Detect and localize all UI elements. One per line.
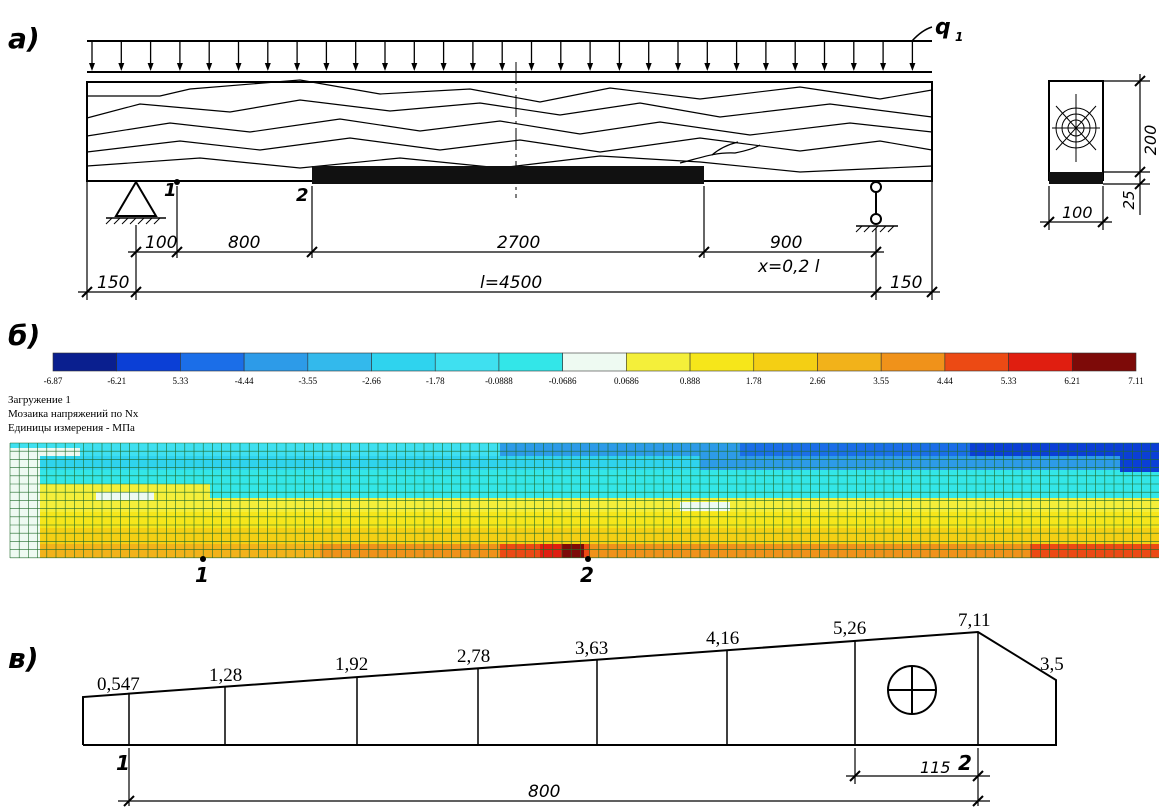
epure-point-2: 2 — [958, 751, 972, 775]
panel-c-letter: в) — [8, 642, 39, 675]
legend-swatch — [52, 352, 118, 372]
legend-tick-label: -6.87 — [44, 376, 63, 386]
stress-526: 5,26 — [833, 618, 866, 639]
legend-swatch — [1071, 352, 1137, 372]
legend-swatch — [562, 352, 627, 372]
dim-2700: 2700 — [497, 233, 540, 253]
legend-tick-label: 5.33 — [1001, 376, 1017, 386]
dim-span: l=4500 — [480, 273, 542, 293]
load-subscript: 1 — [955, 30, 963, 44]
point-1-label: 1 — [164, 180, 177, 201]
legend-swatch — [307, 352, 372, 372]
point-2-label: 2 — [296, 185, 309, 206]
mosaic-point-1: 1 — [195, 563, 209, 587]
legend-swatch — [180, 352, 245, 372]
epure-point-1: 1 — [116, 751, 130, 775]
legend-tick-label: -1.78 — [426, 376, 445, 386]
info-line-1: Загружение 1 — [8, 394, 71, 406]
reinforcement-strip — [312, 166, 704, 184]
legend-tick-label: -3.55 — [298, 376, 317, 386]
legend-tick-label: -0.0888 — [485, 376, 513, 386]
dim-150-left: 150 — [97, 273, 129, 293]
wood-grain — [86, 79, 933, 173]
legend-swatch — [689, 352, 755, 372]
section-height: 200 — [1141, 125, 1159, 156]
stress-416: 4,16 — [706, 628, 739, 649]
legend-tick-label: 2.66 — [810, 376, 826, 386]
legend-tick-label: -4.44 — [235, 376, 254, 386]
x-note: x=0,2 l — [757, 257, 820, 277]
legend-tick-label: -2.66 — [362, 376, 381, 386]
dim-100: 100 — [145, 233, 177, 253]
stress-legend-bar — [52, 352, 1137, 372]
roller-support — [855, 181, 898, 233]
legend-tick-label: 5.33 — [173, 376, 189, 386]
stress-128: 1,28 — [209, 665, 242, 686]
stress-363: 3,63 — [575, 638, 608, 659]
legend-swatch — [434, 352, 500, 372]
dim-800: 800 — [228, 233, 260, 253]
legend-tick-label: 3.55 — [873, 376, 889, 386]
panel-b-letter: б) — [8, 319, 40, 352]
mosaic-point-2: 2 — [580, 563, 594, 587]
timber-beam — [86, 62, 933, 198]
section-width: 100 — [1062, 203, 1093, 222]
legend-tick-label: 7.11 — [1128, 376, 1143, 386]
dim-115: 115 — [920, 758, 951, 777]
legend-swatch — [817, 352, 882, 372]
stress-mosaic — [9, 442, 1159, 559]
dim-900: 900 — [770, 233, 802, 253]
legend-tick-label: 1.78 — [746, 376, 762, 386]
legend-swatch — [116, 352, 181, 372]
legend-swatch — [243, 352, 309, 372]
load-arrows — [89, 41, 916, 71]
dim-800-epure: 800 — [528, 782, 560, 802]
stress-35: 3,5 — [1040, 654, 1064, 675]
distributed-load: q 1 — [87, 15, 963, 73]
legend-tick-label: 4.44 — [937, 376, 953, 386]
epure-dimensions — [118, 748, 990, 807]
dim-150-right: 150 — [890, 273, 922, 293]
stress-epure — [82, 630, 1057, 746]
dimension-lines — [78, 182, 940, 300]
legend-tick-label: 0.0686 — [614, 376, 639, 386]
legend-tick-label: 6.21 — [1064, 376, 1080, 386]
legend-swatch — [498, 352, 563, 372]
stress-711: 7,11 — [958, 610, 991, 631]
panel-a: а) q 1 — [8, 15, 1159, 300]
panel-b: б) -6.87 -6.21 5.33 -4.44 -3.55 -2.66 -1.78 -0.… — [8, 319, 1159, 587]
legend-swatch — [626, 352, 691, 372]
legend-swatch — [880, 352, 946, 372]
legend-swatch — [944, 352, 1009, 372]
panel-c: в) 0,547 1,28 1,92 2,78 3,63 4,16 5,26 7… — [8, 610, 1064, 807]
legend-swatch — [1008, 352, 1073, 372]
stress-278: 2,78 — [457, 646, 490, 667]
legend-tick-label: 0.888 — [680, 376, 701, 386]
legend-swatch — [371, 352, 436, 372]
stress-0547: 0,547 — [97, 674, 140, 695]
stress-legend-labels: -6.87 -6.21 5.33 -4.44 -3.55 -2.66 -1.78 -0.088… — [44, 376, 1144, 386]
section-reinforcement: 25 — [1120, 190, 1138, 209]
load-label: q — [935, 15, 951, 40]
legend-tick-label: -6.21 — [107, 376, 126, 386]
panel-a-letter: а) — [8, 22, 40, 55]
cross-section: 200 25 100 — [1040, 74, 1159, 230]
legend-swatch — [753, 352, 818, 372]
info-line-2: Мозаика напряжений по Nx — [8, 408, 139, 420]
legend-tick-label: -0.0686 — [549, 376, 577, 386]
mosaic-grid — [9, 442, 1159, 559]
pin-support — [105, 180, 166, 225]
stress-192: 1,92 — [335, 654, 368, 675]
info-line-3: Единицы измерения - МПа — [8, 422, 135, 434]
